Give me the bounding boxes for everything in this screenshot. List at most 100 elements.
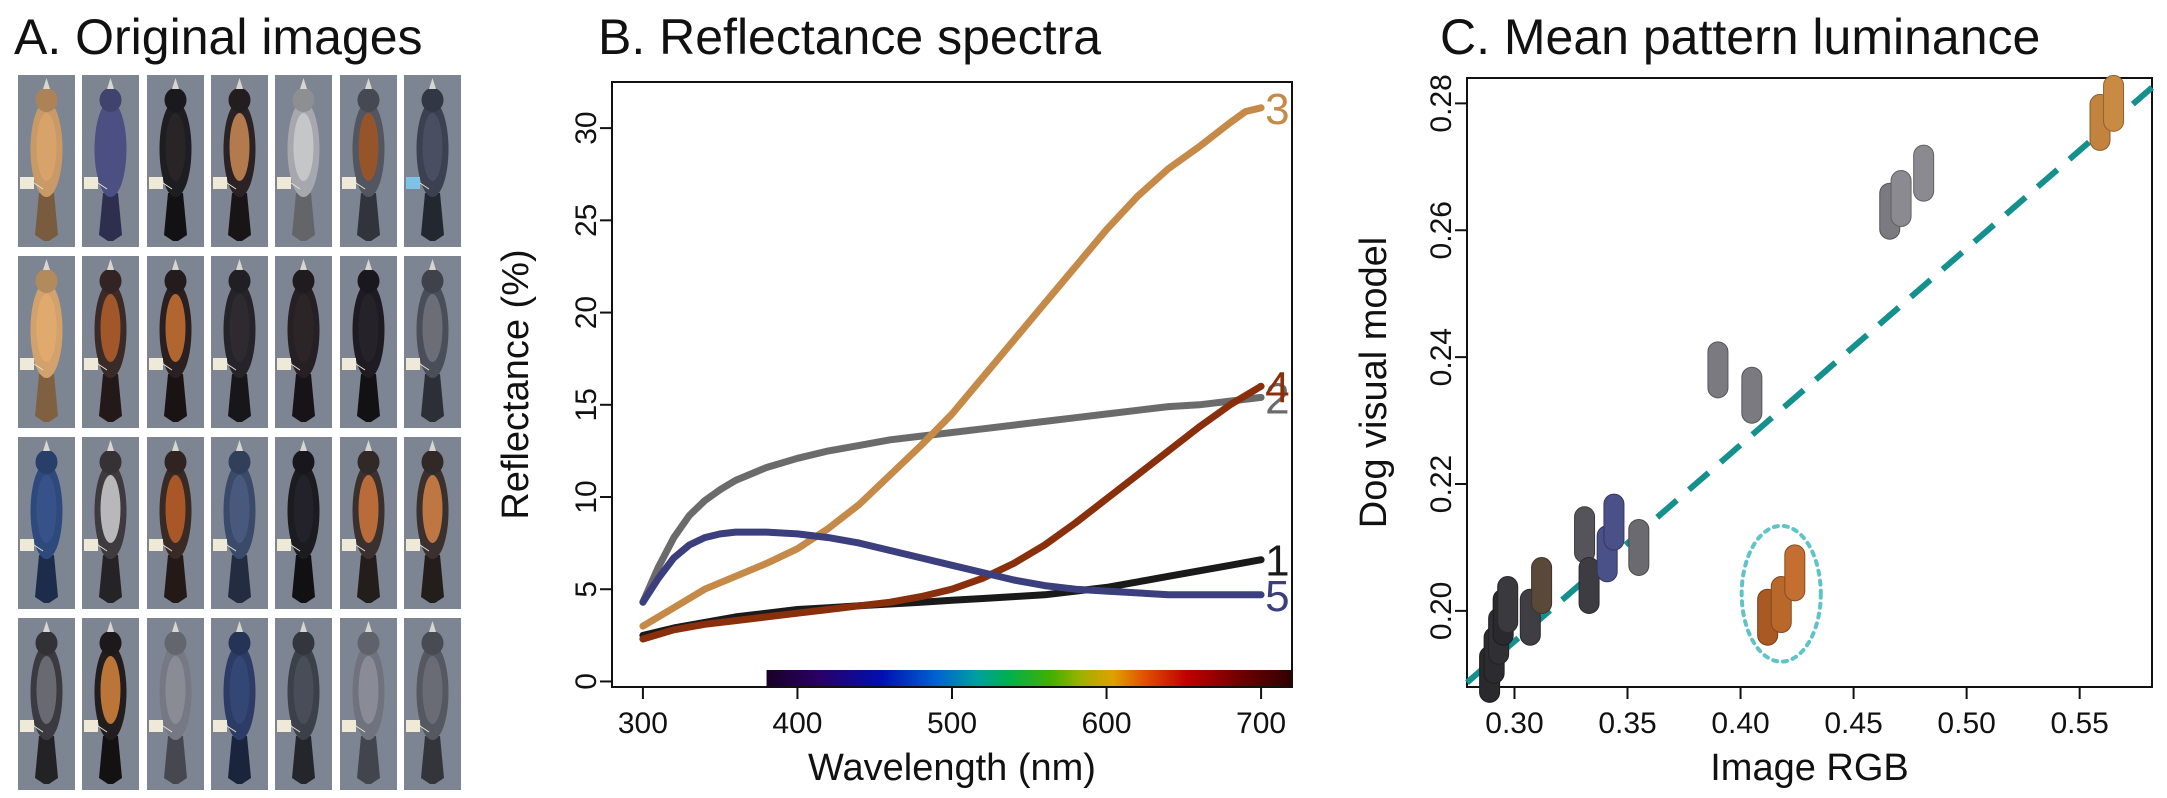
- x-tick-label: 700: [1236, 707, 1286, 740]
- head-shape: [357, 450, 379, 474]
- breast-shape: [100, 475, 121, 543]
- breast-shape: [422, 294, 443, 362]
- breast-shape: [229, 294, 250, 362]
- y-tick-label: 0.26: [1425, 201, 1458, 259]
- breast-shape: [36, 294, 57, 362]
- specimen-point: [2103, 74, 2125, 132]
- x-tick-label: 0.40: [1711, 707, 1769, 740]
- specimen-photo: [146, 437, 204, 609]
- y-tick-label: 0.28: [1425, 74, 1458, 132]
- specimen-tag: [277, 720, 292, 732]
- specimen-photo-grid: [18, 75, 461, 790]
- specimen-photo: [275, 437, 333, 609]
- tag-string: [33, 182, 44, 190]
- bird-specimen-icon: [212, 78, 256, 241]
- beak-shape: [43, 259, 50, 270]
- tail-shape: [292, 736, 316, 784]
- series-label-3: 3: [1265, 85, 1289, 134]
- bird-specimen-icon: [341, 259, 384, 422]
- specimen-photo: [339, 618, 397, 790]
- head-shape: [421, 88, 444, 112]
- bird-specimen-icon: [148, 621, 192, 784]
- specimen-tag: [20, 539, 34, 551]
- tag-string: [290, 725, 301, 733]
- specimen-tag: [84, 177, 99, 189]
- tag-string: [419, 363, 430, 371]
- specimen-photo: [146, 618, 204, 790]
- specimen-photo: [210, 75, 268, 247]
- tag-string: [419, 725, 430, 733]
- tail-shape: [420, 736, 444, 784]
- beak-shape: [171, 621, 179, 632]
- y-tick-label: 15: [570, 388, 603, 421]
- tag-string: [290, 182, 301, 190]
- spectrum-line-2: [639, 393, 1265, 606]
- breast-shape: [422, 656, 443, 724]
- specimen-photo: [403, 618, 461, 790]
- specimen-photo: [18, 256, 75, 428]
- tail-shape: [99, 374, 123, 422]
- specimen-tag: [20, 177, 34, 189]
- specimen-tag: [148, 177, 163, 189]
- tail-shape: [356, 374, 380, 422]
- beak-shape: [107, 259, 115, 270]
- breast-shape: [422, 113, 443, 181]
- specimen-tag: [405, 177, 420, 189]
- breast-shape: [293, 656, 314, 724]
- tail-shape: [227, 374, 251, 422]
- y-tick-label: 20: [570, 296, 603, 329]
- series-label-2: 2: [1265, 374, 1289, 423]
- specimen-photo: [18, 75, 75, 247]
- head-shape: [421, 450, 444, 474]
- tag-string: [98, 725, 108, 733]
- bird-specimen-icon: [277, 440, 320, 603]
- specimen-photo: [275, 75, 333, 247]
- y-tick-label: 10: [570, 480, 603, 513]
- panel-a-title: A. Original images: [14, 9, 423, 65]
- tail-shape: [292, 374, 316, 422]
- bird-specimen-icon: [84, 78, 127, 241]
- head-shape: [35, 88, 58, 112]
- specimen-tag: [212, 177, 227, 189]
- x-tick-label: 0.50: [1937, 707, 1995, 740]
- beak-shape: [235, 259, 243, 270]
- specimen-photo: [82, 618, 140, 790]
- specimen-photo: [339, 437, 397, 609]
- beak-shape: [107, 440, 115, 451]
- specimen-point: [1890, 170, 1912, 228]
- breast-shape: [36, 656, 57, 724]
- tag-string: [419, 544, 430, 552]
- specimen-photo: [82, 75, 140, 247]
- tail-shape: [420, 193, 444, 241]
- beak-shape: [300, 78, 308, 89]
- specimen-tag: [84, 720, 99, 732]
- tail-shape: [163, 374, 187, 422]
- bird-specimen-icon: [20, 78, 63, 241]
- spectrum-line-4: [639, 382, 1265, 643]
- tail-shape: [35, 555, 58, 603]
- bird-specimen-icon: [84, 440, 127, 603]
- x-tick-label: 600: [1082, 707, 1132, 740]
- breast-shape: [358, 294, 378, 362]
- tag-string: [98, 182, 108, 190]
- series-label-1: 1: [1265, 537, 1289, 586]
- spectrum-line-1: [639, 556, 1265, 639]
- tail-shape: [163, 193, 187, 241]
- y-tick-label: 0.22: [1425, 455, 1458, 513]
- specimen-tag: [277, 539, 292, 551]
- head-shape: [164, 88, 187, 112]
- bird-specimen-icon: [20, 440, 63, 603]
- y-tick-label: 25: [570, 204, 603, 237]
- x-tick-label: 0.30: [1485, 707, 1543, 740]
- tag-string: [290, 363, 301, 371]
- bird-specimen-icon: [212, 621, 256, 784]
- specimen-tag: [148, 720, 163, 732]
- tag-string: [419, 182, 430, 190]
- beak-shape: [107, 78, 115, 89]
- breast-shape: [293, 113, 314, 181]
- breast-shape: [358, 475, 378, 543]
- breast-shape: [100, 294, 121, 362]
- breast-shape: [229, 475, 250, 543]
- tail-shape: [35, 374, 58, 422]
